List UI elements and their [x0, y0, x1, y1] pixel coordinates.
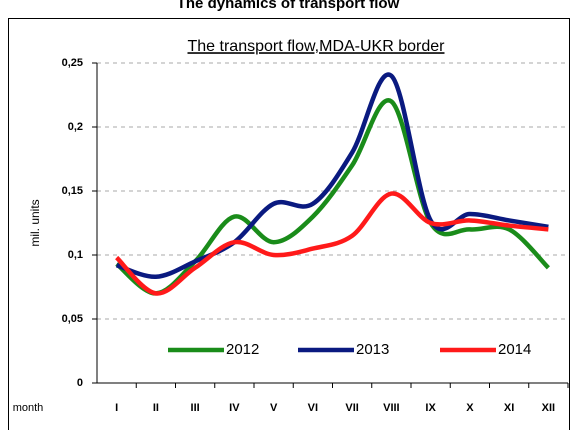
y-tick-label: 0,15	[62, 185, 83, 197]
y-tick-label: 0	[77, 377, 83, 389]
x-tick-label: II	[153, 402, 159, 414]
x-axis-label: month	[13, 402, 44, 414]
chart-title: The dynamics of transport flow	[177, 0, 400, 12]
y-tick-label: 0,05	[62, 313, 83, 325]
legend-label: 2014	[498, 341, 531, 358]
legend-label: 2012	[226, 341, 259, 358]
chart-subtitle: The transport flow,MDA-UKR border	[188, 38, 446, 55]
y-tick-label: 0,2	[68, 121, 83, 133]
x-tick-label: IX	[425, 402, 436, 414]
x-tick-label: IV	[229, 402, 240, 414]
series-line	[115, 72, 549, 280]
chart-frame	[8, 18, 570, 430]
x-tick-label: VII	[345, 402, 358, 414]
series-line	[115, 191, 549, 296]
y-axis-label: mil. units	[28, 199, 42, 246]
x-tick-label: I	[115, 402, 118, 414]
x-tick-label: VI	[308, 402, 318, 414]
x-tick-label: III	[191, 402, 200, 414]
x-tick-label: XI	[504, 402, 514, 414]
x-tick-label: X	[466, 402, 474, 414]
x-tick-label: XII	[542, 402, 555, 414]
x-tick-label: V	[270, 402, 278, 414]
y-tick-label: 0,1	[68, 249, 83, 261]
y-tick-label: 0,25	[62, 57, 83, 69]
x-tick-label: VIII	[383, 402, 400, 414]
legend-label: 2013	[356, 341, 389, 358]
